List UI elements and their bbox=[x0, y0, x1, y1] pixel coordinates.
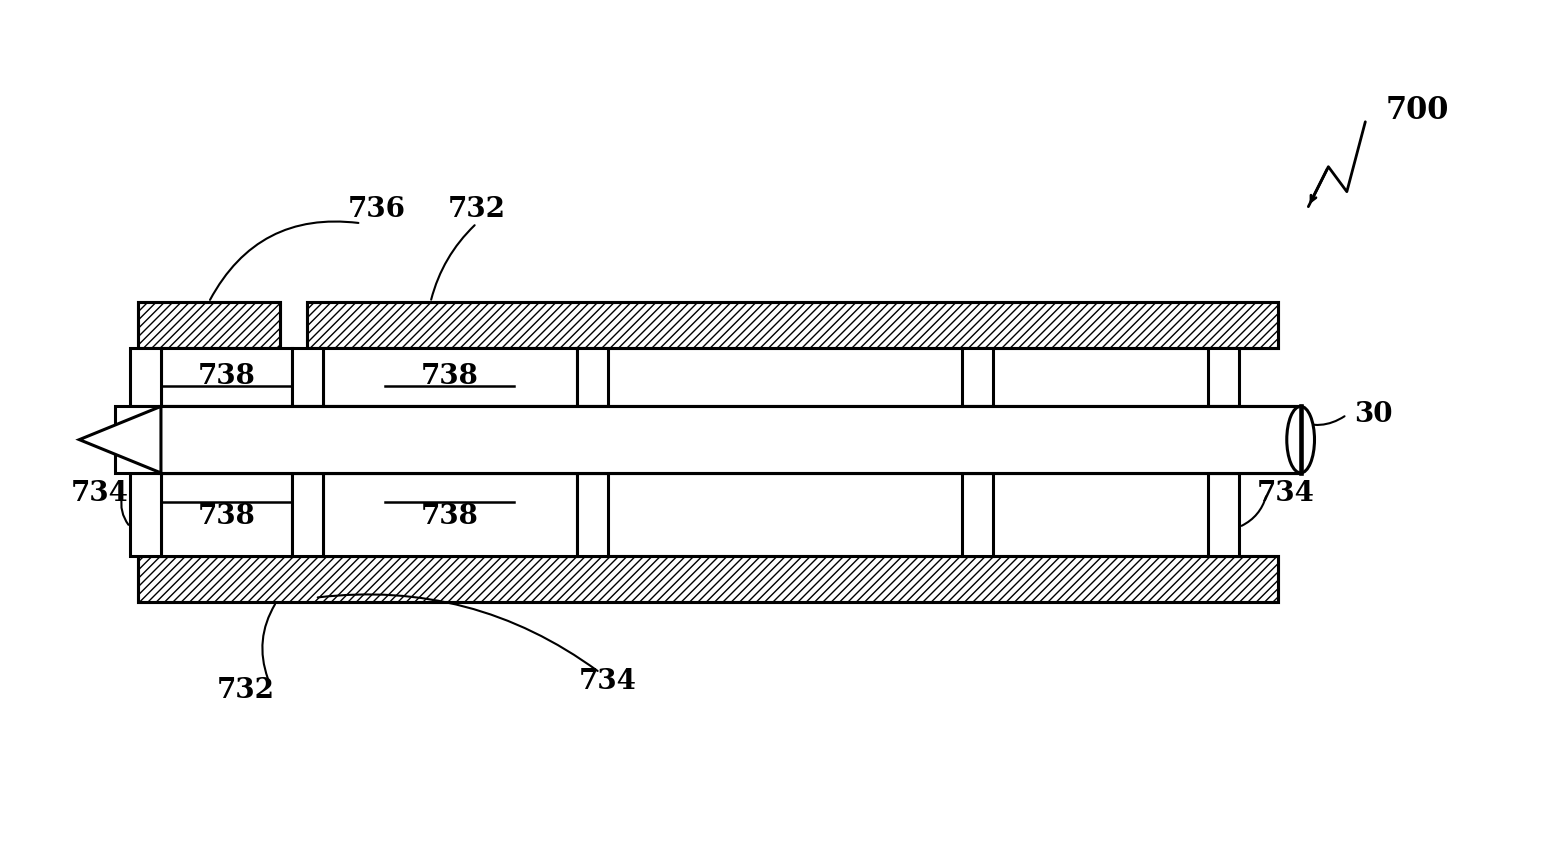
Text: 732: 732 bbox=[216, 677, 275, 704]
Bar bbox=[323, 473, 577, 556]
Text: 738: 738 bbox=[421, 363, 479, 389]
Bar bbox=[162, 473, 292, 556]
Polygon shape bbox=[160, 406, 1301, 473]
Bar bbox=[138, 556, 1277, 602]
Text: 700: 700 bbox=[1385, 96, 1448, 126]
Bar bbox=[138, 556, 1277, 602]
Bar bbox=[962, 348, 993, 406]
Bar bbox=[292, 348, 323, 406]
Bar bbox=[323, 348, 577, 406]
Text: 738: 738 bbox=[421, 503, 479, 530]
Bar bbox=[131, 348, 162, 406]
Text: 738: 738 bbox=[197, 503, 255, 530]
Text: 732: 732 bbox=[448, 196, 505, 223]
Ellipse shape bbox=[1287, 406, 1315, 473]
Text: 734: 734 bbox=[1256, 481, 1315, 508]
Bar bbox=[577, 348, 608, 406]
Bar bbox=[1207, 348, 1239, 406]
Text: 736: 736 bbox=[348, 196, 406, 223]
Bar bbox=[308, 302, 1277, 348]
Bar bbox=[1207, 473, 1239, 556]
Bar bbox=[115, 406, 1301, 473]
Bar bbox=[162, 348, 292, 406]
Bar bbox=[138, 302, 280, 348]
Text: 30: 30 bbox=[1355, 401, 1392, 428]
Bar bbox=[308, 302, 1277, 348]
Text: 734: 734 bbox=[70, 481, 129, 508]
Bar bbox=[138, 302, 280, 348]
Bar bbox=[292, 473, 323, 556]
Text: 738: 738 bbox=[197, 363, 255, 389]
Polygon shape bbox=[79, 406, 162, 473]
Bar bbox=[962, 473, 993, 556]
Bar bbox=[577, 473, 608, 556]
Bar bbox=[131, 473, 162, 556]
Text: 734: 734 bbox=[578, 668, 637, 695]
